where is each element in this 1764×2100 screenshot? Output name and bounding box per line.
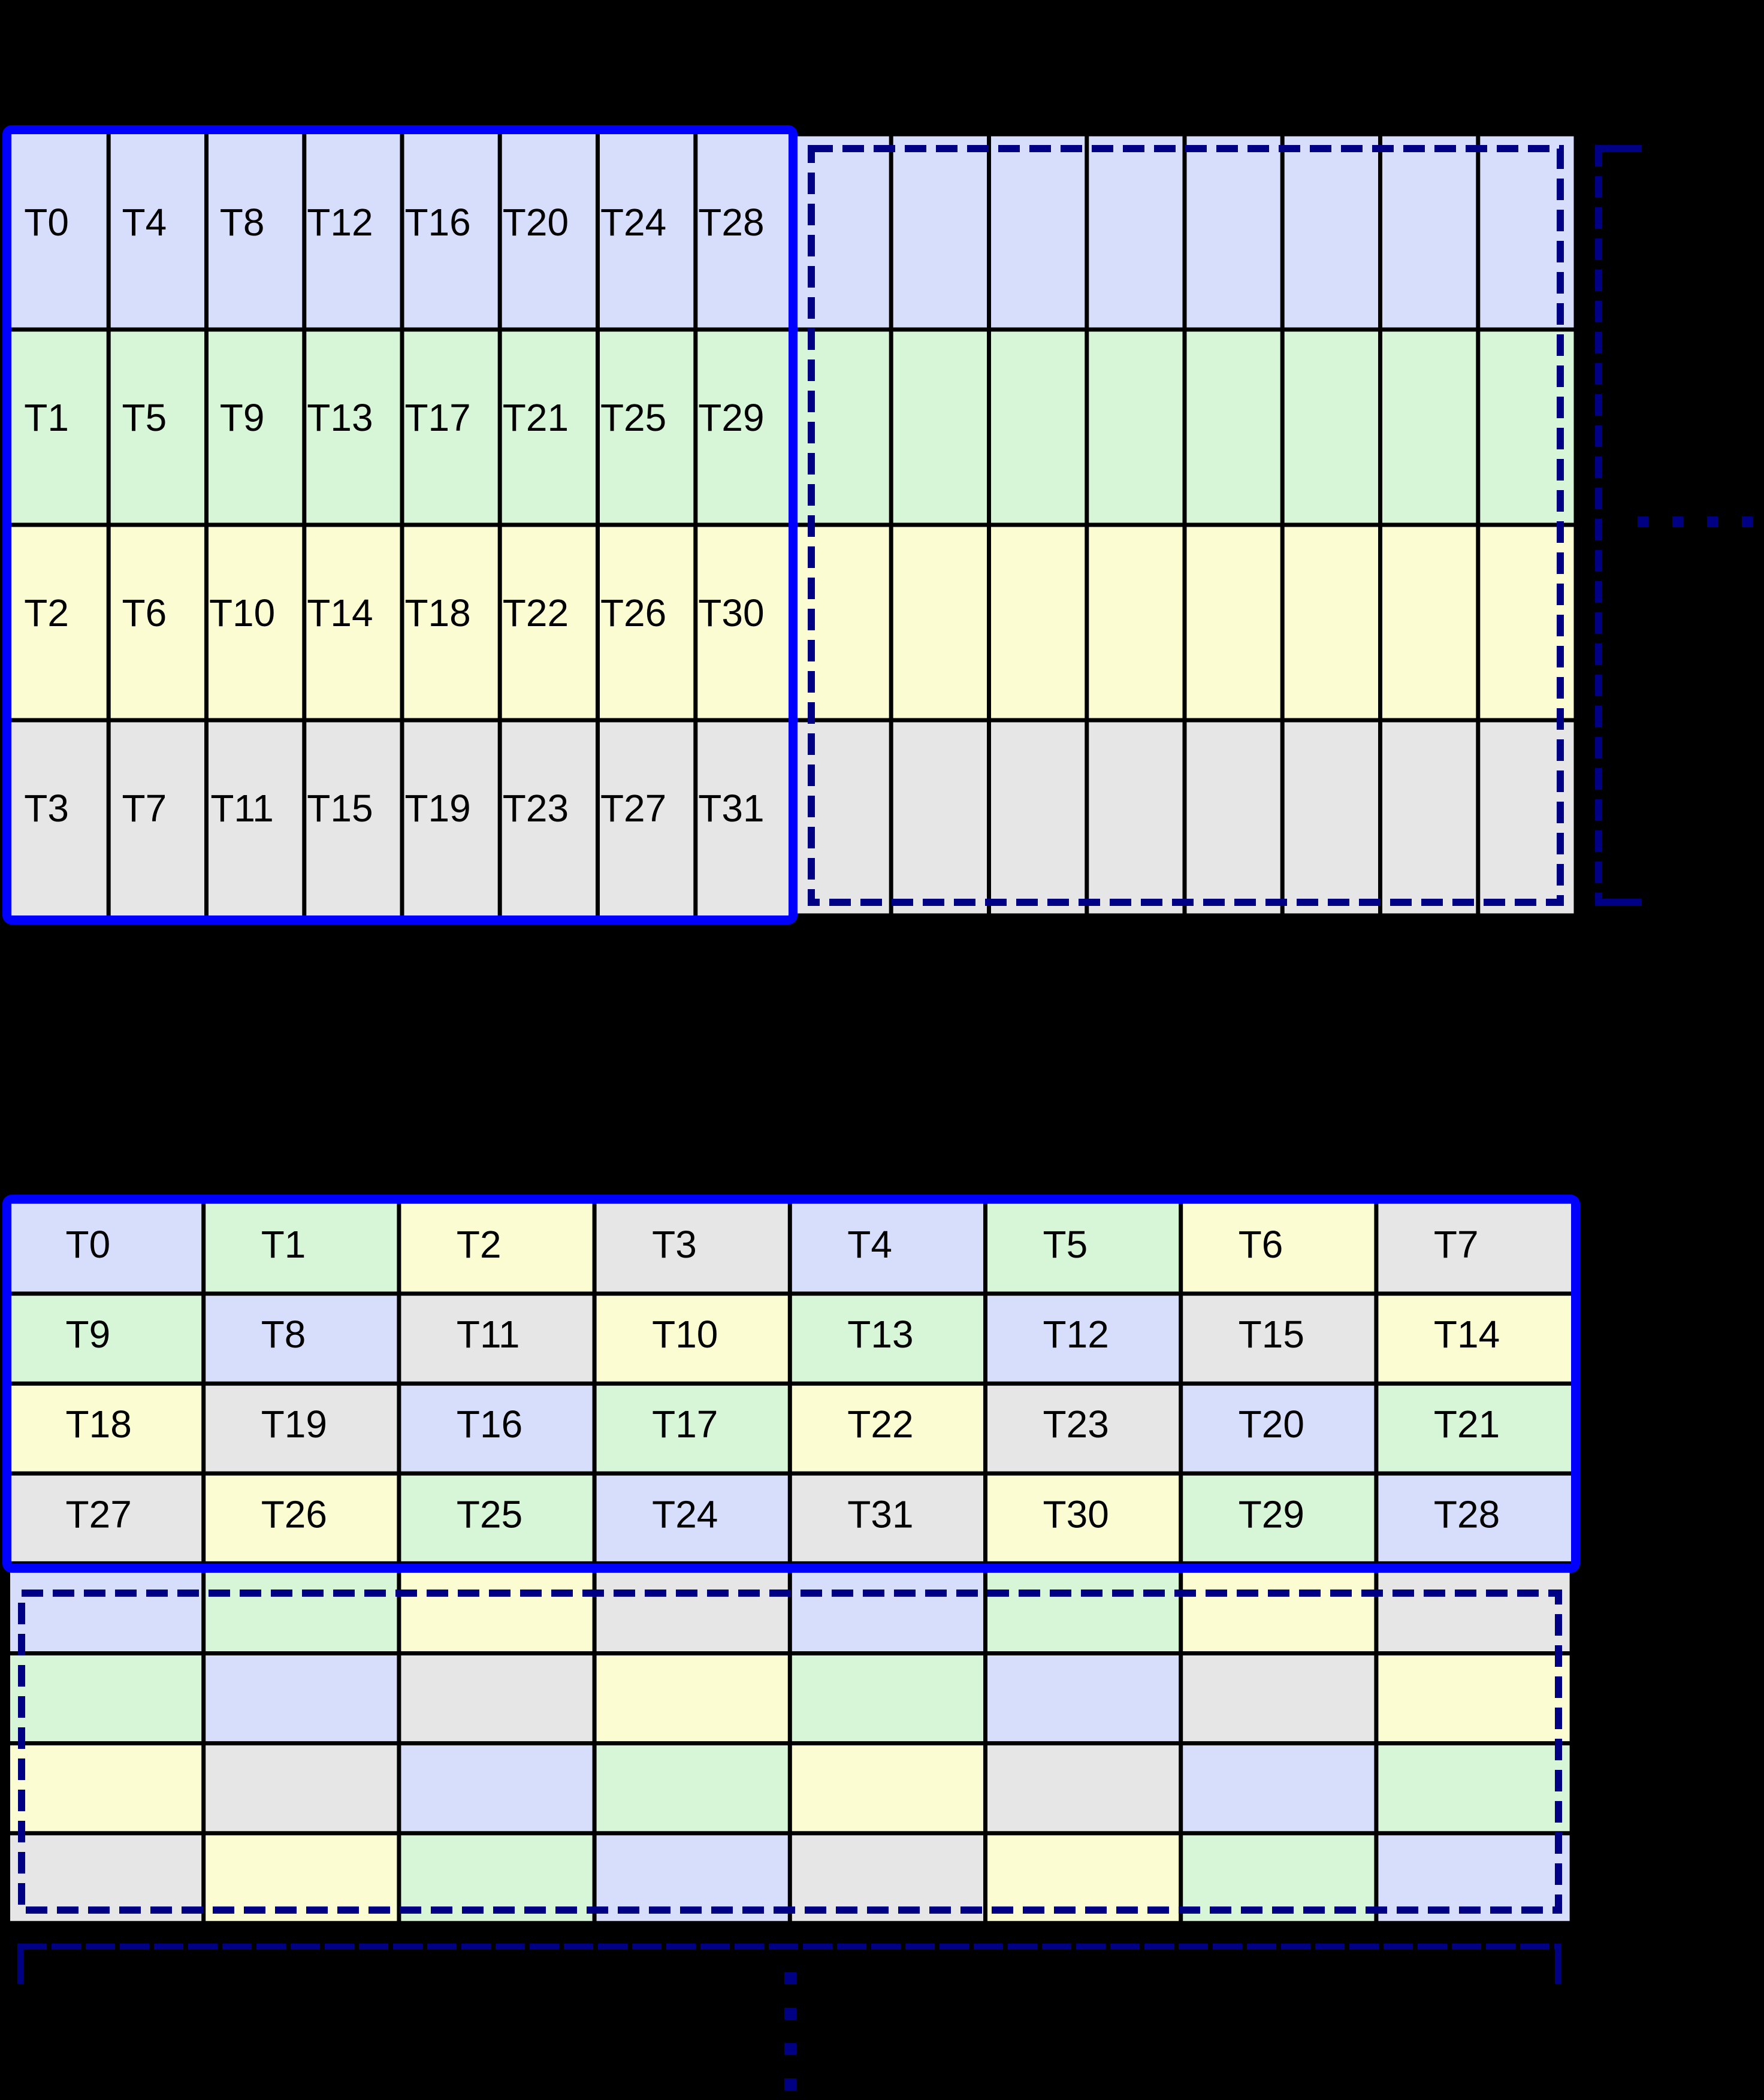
svg-text:T23: T23: [503, 787, 569, 830]
svg-text:T21: T21: [1434, 1403, 1500, 1446]
svg-text:T6: T6: [122, 591, 167, 634]
svg-text:T3: T3: [24, 787, 69, 830]
svg-text:T8: T8: [220, 201, 265, 244]
svg-text:T20: T20: [1239, 1403, 1304, 1446]
svg-text:T10: T10: [209, 591, 275, 634]
svg-text:T2: T2: [457, 1223, 502, 1266]
svg-text:T7: T7: [1434, 1223, 1479, 1266]
svg-text:T3: T3: [652, 1223, 697, 1266]
svg-text:T28: T28: [698, 201, 764, 244]
svg-text:T5: T5: [122, 396, 167, 439]
svg-text:T31: T31: [698, 787, 764, 830]
svg-text:T21: T21: [503, 396, 569, 439]
svg-text:T18: T18: [66, 1403, 132, 1446]
svg-text:T15: T15: [1239, 1313, 1304, 1356]
svg-text:T12: T12: [307, 201, 373, 244]
svg-text:T0: T0: [66, 1223, 111, 1266]
svg-text:T22: T22: [847, 1403, 913, 1446]
svg-text:T29: T29: [1239, 1492, 1304, 1536]
svg-text:T4: T4: [847, 1223, 892, 1266]
svg-text:T10: T10: [652, 1313, 718, 1356]
svg-text:T19: T19: [261, 1403, 327, 1446]
svg-text:T6: T6: [1239, 1223, 1283, 1266]
svg-text:T24: T24: [600, 201, 666, 244]
svg-text:T15: T15: [307, 787, 373, 830]
svg-text:T1: T1: [261, 1223, 306, 1266]
svg-text:T17: T17: [652, 1403, 718, 1446]
svg-text:T16: T16: [457, 1403, 522, 1446]
svg-text:T9: T9: [220, 396, 265, 439]
svg-text:T25: T25: [600, 396, 666, 439]
svg-text:T9: T9: [66, 1313, 111, 1356]
svg-text:T26: T26: [261, 1492, 327, 1536]
svg-text:T31: T31: [847, 1492, 913, 1536]
svg-text:T14: T14: [307, 591, 373, 634]
svg-text:T24: T24: [652, 1492, 718, 1536]
svg-text:T27: T27: [600, 787, 666, 830]
svg-text:T4: T4: [122, 201, 167, 244]
svg-text:T16: T16: [404, 201, 470, 244]
svg-text:T26: T26: [600, 591, 666, 634]
svg-text:T23: T23: [1043, 1403, 1109, 1446]
svg-text:T7: T7: [122, 787, 167, 830]
svg-text:T12: T12: [1043, 1313, 1109, 1356]
svg-text:T13: T13: [307, 396, 373, 439]
svg-text:T5: T5: [1043, 1223, 1088, 1266]
svg-text:T11: T11: [457, 1313, 520, 1356]
svg-text:T28: T28: [1434, 1492, 1500, 1536]
svg-text:T11: T11: [210, 787, 274, 830]
svg-text:T13: T13: [847, 1313, 913, 1356]
svg-text:T14: T14: [1434, 1313, 1500, 1356]
svg-text:T20: T20: [503, 201, 569, 244]
svg-text:T30: T30: [1043, 1492, 1109, 1536]
svg-text:T29: T29: [698, 396, 764, 439]
svg-text:T22: T22: [503, 591, 569, 634]
svg-text:T1: T1: [24, 396, 69, 439]
svg-text:T30: T30: [698, 591, 764, 634]
svg-text:T0: T0: [24, 201, 69, 244]
svg-text:T17: T17: [404, 396, 470, 439]
svg-text:T2: T2: [24, 591, 69, 634]
svg-text:T27: T27: [66, 1492, 132, 1536]
svg-text:T18: T18: [404, 591, 470, 634]
svg-text:T25: T25: [457, 1492, 522, 1536]
svg-text:T8: T8: [261, 1313, 306, 1356]
svg-text:T19: T19: [404, 787, 470, 830]
